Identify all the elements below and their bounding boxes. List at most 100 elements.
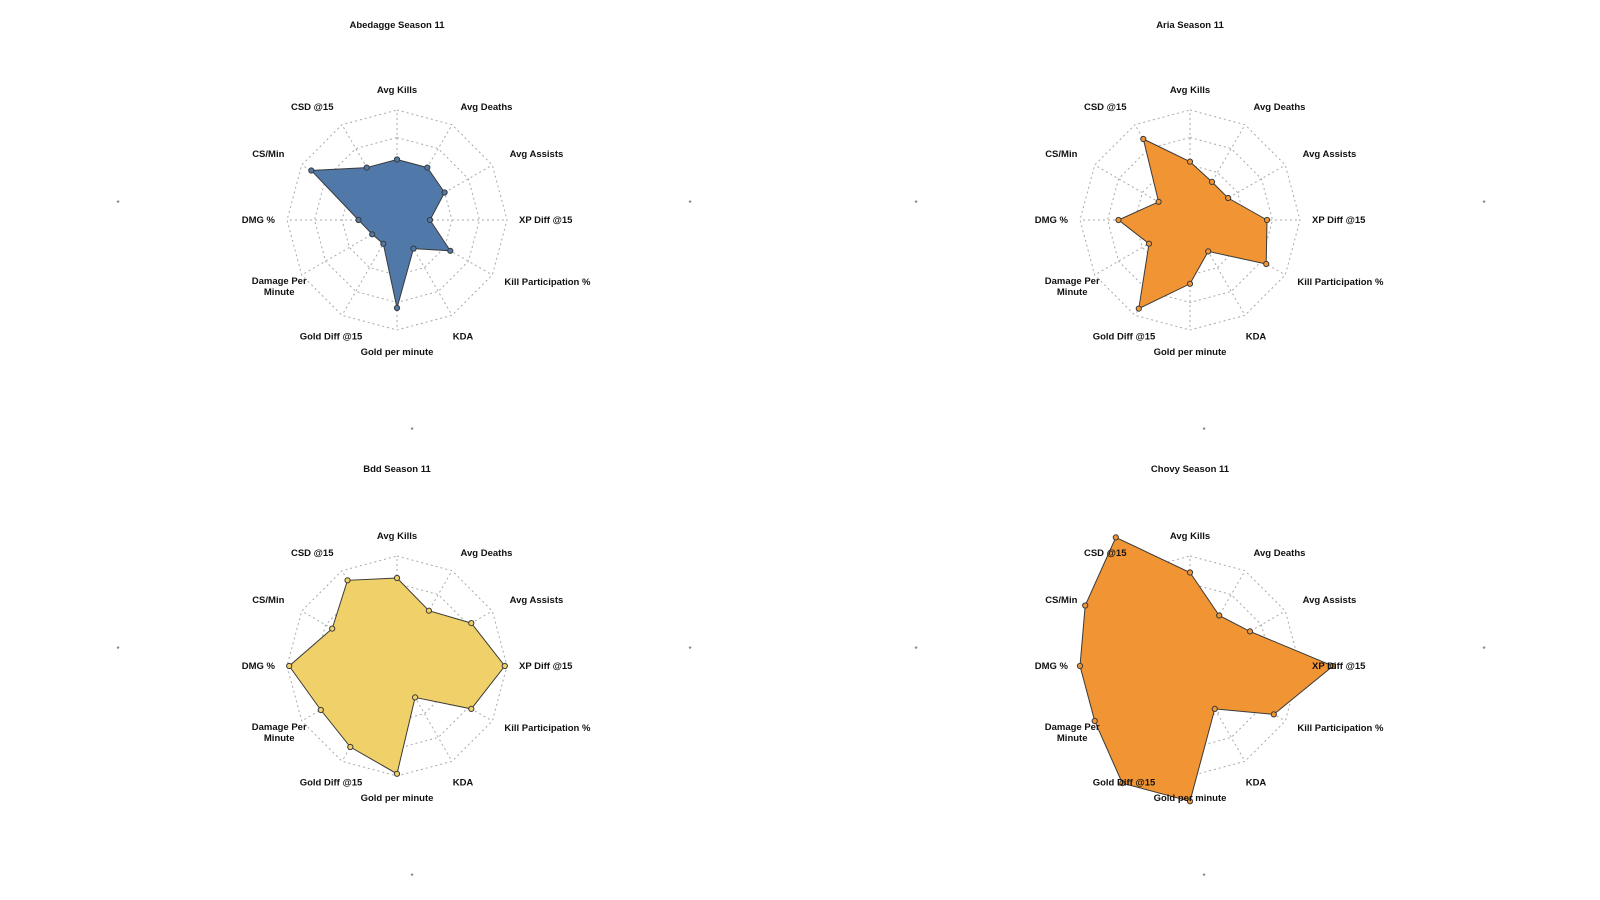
small-marker-glyph: * [1482, 645, 1485, 654]
data-point-csd-at15 [363, 164, 370, 171]
axis-label-cs-min: CS/Min [252, 149, 284, 160]
axis-label-avg-assists: Avg Assists [510, 149, 564, 160]
data-point-kill-participation-pct [468, 705, 475, 713]
axis-label-damage-per-minute: Damage Per Minute [252, 276, 307, 298]
data-point-avg-kills [1186, 158, 1194, 165]
small-marker-glyph: * [410, 872, 413, 881]
data-point-cs-min [1082, 602, 1089, 609]
data-point-xp-diff-at15 [1263, 216, 1271, 224]
axis-label-gold-diff-at15: Gold Diff @15 [1093, 777, 1156, 788]
axis-label-dmg-pct: DMG % [1035, 215, 1069, 226]
data-point-dmg-pct [355, 216, 362, 224]
axis-label-gold-diff-at15: Gold Diff @15 [1093, 331, 1156, 342]
axis-label-avg-assists: Avg Assists [1303, 595, 1357, 606]
small-marker-glyph: * [410, 426, 413, 435]
axis-label-dmg-pct: DMG % [242, 215, 276, 226]
axis-label-avg-assists: Avg Assists [510, 595, 564, 606]
axis-label-avg-deaths: Avg Deaths [1254, 548, 1306, 559]
radar-chart-bdd-season-11: Avg Kills Avg Deaths Avg Assists XP Diff @1… [116, 464, 691, 881]
axis-label-gold-diff-at15: Gold Diff @15 [300, 331, 363, 342]
axis-label-gold-per-minute: Gold per minute [361, 793, 434, 804]
data-point-avg-assists [1246, 628, 1254, 635]
data-point-avg-deaths [425, 607, 432, 614]
small-marker-glyph: * [116, 645, 119, 654]
data-point-kda [1211, 705, 1218, 713]
grid-spoke [1189, 219, 1246, 316]
axis-label-kda: KDA [1246, 777, 1267, 788]
data-point-csd-at15 [344, 577, 351, 584]
axis-label-gold-per-minute: Gold per minute [1154, 347, 1227, 358]
data-point-kda [412, 694, 419, 701]
data-point-avg-kills [393, 156, 401, 163]
data-point-csd-at15 [1112, 534, 1119, 541]
axis-label-dmg-pct: DMG % [242, 661, 276, 672]
data-point-gold-per-minute [393, 304, 401, 312]
axis-label-damage-per-minute: Damage Per Minute [1045, 276, 1100, 298]
grid-spoke [1189, 665, 1246, 762]
axis-label-kill-participation-pct: Kill Participation % [504, 723, 591, 734]
grid-spoke [396, 219, 453, 316]
data-point-cs-min [329, 625, 336, 632]
axis-label-avg-kills: Avg Kills [377, 85, 417, 96]
axis-label-kill-participation-pct: Kill Participation % [504, 277, 591, 288]
radar-area [310, 158, 452, 309]
data-point-kill-participation-pct [1270, 711, 1277, 718]
axis-label-csd-at15: CSD @15 [291, 102, 334, 113]
data-point-avg-assists [468, 620, 475, 627]
data-point-avg-deaths [424, 164, 431, 171]
axis-label-kda: KDA [453, 331, 474, 342]
radar-chart-chovy-season-11: Avg Kills Avg Deaths Avg Assists XP Diff @1… [914, 464, 1485, 881]
data-point-kill-participation-pct [1263, 260, 1270, 268]
chart-title: Abedagge Season 11 [349, 20, 445, 31]
axis-label-kda: KDA [1246, 331, 1267, 342]
data-point-gold-diff-at15 [1119, 780, 1126, 787]
axis-label-xp-diff-at15: XP Diff @15 [1312, 215, 1366, 226]
data-point-avg-assists [441, 189, 448, 196]
grid-ring [1079, 109, 1301, 331]
grid-spoke [1094, 164, 1191, 221]
small-marker-glyph: * [1482, 199, 1485, 208]
data-point-kda [410, 245, 417, 252]
radar-area [288, 577, 506, 775]
small-marker-glyph: * [688, 199, 691, 208]
data-point-damage-per-minute [1091, 717, 1098, 725]
axis-label-avg-deaths: Avg Deaths [461, 102, 513, 113]
axis-label-cs-min: CS/Min [1045, 149, 1077, 160]
axis-label-xp-diff-at15: XP Diff @15 [519, 215, 573, 226]
axis-label-csd-at15: CSD @15 [1084, 102, 1127, 113]
data-point-xp-diff-at15 [501, 662, 508, 670]
grid-spoke [1094, 219, 1191, 276]
axis-label-dmg-pct: DMG % [1035, 661, 1069, 672]
axis-label-kill-participation-pct: Kill Participation % [1297, 723, 1384, 734]
radar-chart-abedagge-season-11: Avg Kills Avg Deaths Avg Assists XP Diff @1… [116, 20, 691, 435]
axis-label-avg-kills: Avg Kills [1170, 85, 1210, 96]
data-point-avg-deaths [1208, 178, 1216, 185]
chart-title: Aria Season 11 [1156, 20, 1224, 31]
axis-label-avg-assists: Avg Assists [1303, 149, 1357, 160]
data-point-xp-diff-at15 [1329, 662, 1337, 670]
chart-title: Chovy Season 11 [1151, 464, 1230, 475]
grid-spoke [301, 219, 398, 276]
axis-label-gold-per-minute: Gold per minute [361, 347, 434, 358]
grid-ring [286, 109, 508, 331]
data-point-avg-kills [1186, 569, 1194, 576]
data-point-damage-per-minute [1145, 240, 1153, 247]
grid-spoke [341, 219, 398, 316]
data-point-avg-kills [393, 574, 401, 582]
axis-label-xp-diff-at15: XP Diff @15 [1312, 661, 1366, 672]
axis-label-damage-per-minute: Damage Per Minute [252, 722, 307, 744]
data-point-gold-per-minute [393, 770, 401, 777]
data-point-gold-per-minute [1186, 798, 1194, 805]
axis-label-avg-deaths: Avg Deaths [461, 548, 513, 559]
axis-label-cs-min: CS/Min [1045, 595, 1077, 606]
axis-label-gold-diff-at15: Gold Diff @15 [300, 777, 363, 788]
chart-title: Bdd Season 11 [363, 464, 431, 475]
data-point-gold-diff-at15 [1135, 305, 1142, 312]
axis-label-avg-deaths: Avg Deaths [1254, 102, 1306, 113]
data-point-dmg-pct [286, 662, 293, 670]
data-point-csd-at15 [1140, 135, 1147, 143]
grid-spoke [1189, 164, 1286, 221]
data-point-avg-assists [1225, 194, 1232, 202]
data-point-damage-per-minute [369, 231, 376, 238]
